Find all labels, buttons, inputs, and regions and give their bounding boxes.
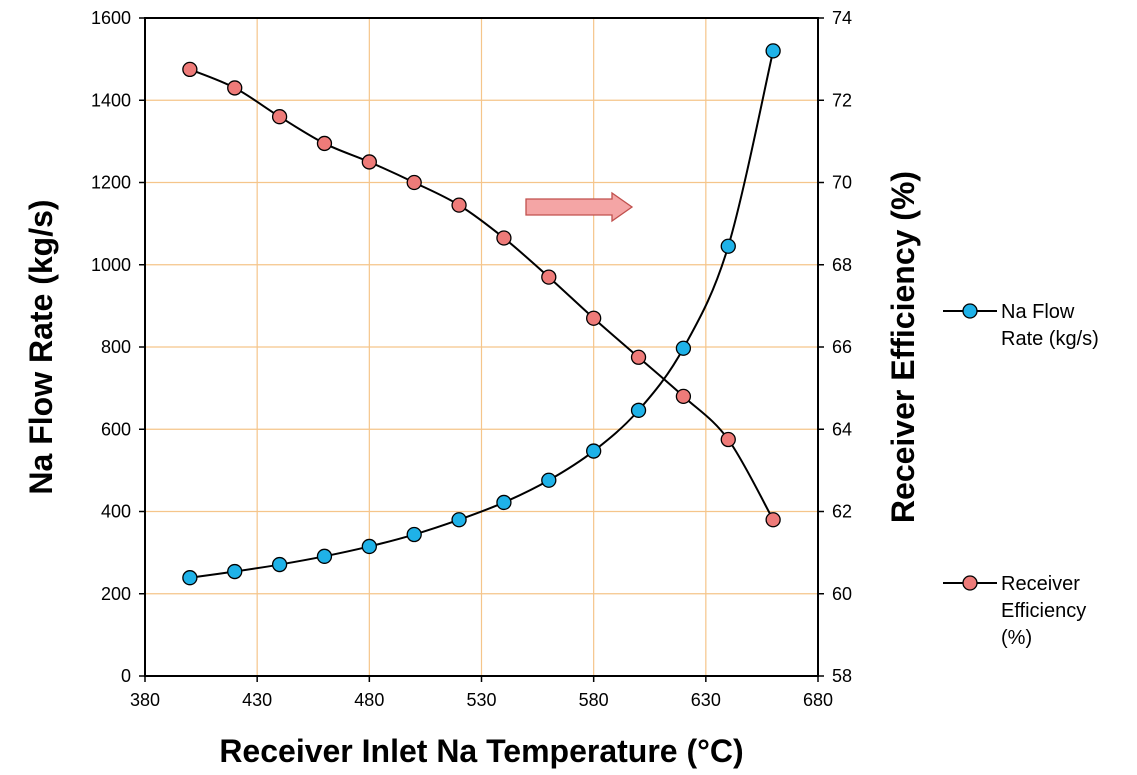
data-point [452, 513, 466, 527]
x-tick-label: 680 [803, 690, 833, 710]
y-tick-label: 1000 [91, 255, 131, 275]
legend-label: Na Flow [1001, 301, 1075, 323]
y2-tick-label: 64 [832, 419, 852, 439]
data-point [497, 231, 511, 245]
y2-tick-label: 72 [832, 90, 852, 110]
data-point [542, 270, 556, 284]
data-point [228, 565, 242, 579]
data-point [273, 110, 287, 124]
y2-tick-label: 66 [832, 337, 852, 357]
data-point [362, 539, 376, 553]
legend-marker [963, 576, 977, 590]
data-point [632, 350, 646, 364]
x-tick-label: 630 [691, 690, 721, 710]
y2-tick-label: 62 [832, 502, 852, 522]
y2-tick-label: 70 [832, 173, 852, 193]
y-tick-label: 1600 [91, 8, 131, 28]
y-tick-label: 1200 [91, 173, 131, 193]
y2-tick-label: 74 [832, 8, 852, 28]
y-tick-label: 800 [101, 337, 131, 357]
x-tick-label: 380 [130, 690, 160, 710]
axis-ticks: 380 430 480 530 580 630 680 0 200 400 600 800 1000 12… [91, 8, 852, 710]
data-point [183, 571, 197, 585]
data-point [676, 341, 690, 355]
data-point [228, 81, 242, 95]
data-point [362, 155, 376, 169]
data-point [587, 311, 601, 325]
legend-marker [963, 304, 977, 318]
legend-label: Receiver [1001, 573, 1080, 595]
y2-tick-label: 58 [832, 666, 852, 686]
x-tick-label: 480 [354, 690, 384, 710]
data-point [273, 558, 287, 572]
x-tick-label: 580 [579, 690, 609, 710]
data-point [632, 403, 646, 417]
legend-label: (%) [1001, 627, 1032, 649]
y-axis-title: Na Flow Rate (kg/s) [23, 199, 59, 494]
annotation-arrow [526, 193, 632, 221]
data-point [542, 473, 556, 487]
y-tick-label: 0 [121, 666, 131, 686]
data-point [183, 62, 197, 76]
data-point [766, 513, 780, 527]
data-point [766, 44, 780, 58]
legend: Na Flow Rate (kg/s) Receiver Efficiency (%) [943, 301, 1099, 649]
y-tick-label: 400 [101, 502, 131, 522]
x-axis-title: Receiver Inlet Na Temperature (°C) [219, 733, 743, 769]
x-tick-label: 430 [242, 690, 272, 710]
data-point [497, 495, 511, 509]
data-point [676, 389, 690, 403]
gridlines [145, 18, 818, 676]
y2-tick-label: 60 [832, 584, 852, 604]
y2-tick-label: 68 [832, 255, 852, 275]
data-point [317, 549, 331, 563]
y2-axis-title: Receiver Efficiency (%) [885, 171, 921, 523]
data-point [721, 433, 735, 447]
legend-label: Efficiency [1001, 600, 1086, 622]
data-point [452, 198, 466, 212]
y-tick-label: 1400 [91, 90, 131, 110]
x-tick-label: 530 [466, 690, 496, 710]
legend-label: Rate (kg/s) [1001, 328, 1099, 350]
data-point [317, 136, 331, 150]
legend-entry-2: Receiver Efficiency (%) [943, 573, 1086, 649]
data-point [407, 176, 421, 190]
y-tick-label: 600 [101, 419, 131, 439]
data-point [587, 444, 601, 458]
arrow-right-icon [526, 193, 632, 221]
y-tick-label: 200 [101, 584, 131, 604]
data-point [407, 528, 421, 542]
data-point [721, 239, 735, 253]
legend-entry-1: Na Flow Rate (kg/s) [943, 301, 1099, 350]
